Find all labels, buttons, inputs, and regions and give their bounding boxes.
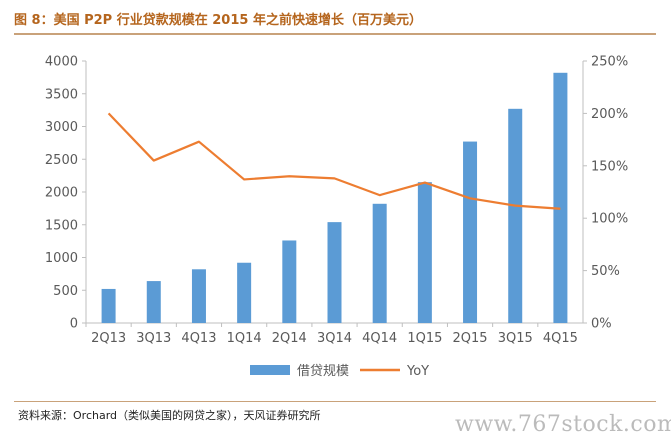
legend-bar-swatch [250, 365, 290, 375]
y-right-tick-label: 0% [591, 317, 612, 332]
y-right-tick-label: 250% [591, 55, 628, 70]
y-left-tick-label: 3500 [45, 87, 78, 102]
bar-1Q15 [417, 182, 432, 323]
x-tick-label: 4Q13 [181, 331, 216, 346]
x-tick-label: 4Q14 [362, 331, 397, 346]
x-tick-label: 1Q15 [407, 331, 442, 346]
y-left-tick-label: 1000 [45, 251, 78, 266]
bar-4Q13 [191, 269, 206, 323]
x-tick-label: 2Q13 [91, 331, 126, 346]
bar-4Q14 [372, 203, 387, 323]
y-right-tick-label: 150% [591, 159, 628, 174]
bar-2Q15 [463, 141, 478, 323]
y-left-tick-label: 0 [70, 317, 78, 332]
legend-line-label: YoY [406, 364, 429, 379]
footer-divider [14, 401, 656, 402]
bar-4Q15 [553, 72, 568, 323]
x-tick-label: 3Q14 [317, 331, 352, 346]
x-tick-label: 3Q13 [136, 331, 171, 346]
chart-title: 图 8：美国 P2P 行业贷款规模在 2015 年之前快速增长（百万美元） [14, 13, 422, 28]
bar-3Q15 [508, 108, 523, 323]
y-left-tick-label: 3000 [45, 120, 78, 135]
x-tick-label: 2Q14 [272, 331, 307, 346]
x-tick-label: 1Q14 [227, 331, 262, 346]
bar-3Q13 [146, 281, 161, 323]
bar-1Q14 [237, 262, 252, 323]
bar-2Q13 [101, 288, 116, 323]
bar-2Q14 [282, 240, 297, 323]
y-right-tick-label: 50% [591, 264, 620, 279]
y-left-tick-label: 2500 [45, 153, 78, 168]
x-tick-label: 4Q15 [543, 331, 578, 346]
y-left-tick-label: 4000 [45, 55, 78, 70]
y-left-tick-label: 500 [53, 284, 78, 299]
watermark: www.767stock.com [455, 412, 671, 437]
x-tick-label: 3Q15 [498, 331, 533, 346]
bar-3Q14 [327, 222, 342, 323]
legend-bar-label: 借贷规模 [297, 364, 349, 379]
y-left-tick-label: 2000 [45, 186, 78, 201]
yoy-line [107, 112, 561, 210]
y-right-tick-label: 200% [591, 107, 628, 122]
y-right-tick-label: 100% [591, 212, 628, 227]
y-left-tick-label: 1500 [45, 218, 78, 233]
source-note: 资料来源：Orchard（类似美国的网贷之家），天风证券研究所 [18, 409, 321, 422]
x-tick-label: 2Q15 [453, 331, 488, 346]
title-divider [14, 33, 656, 35]
